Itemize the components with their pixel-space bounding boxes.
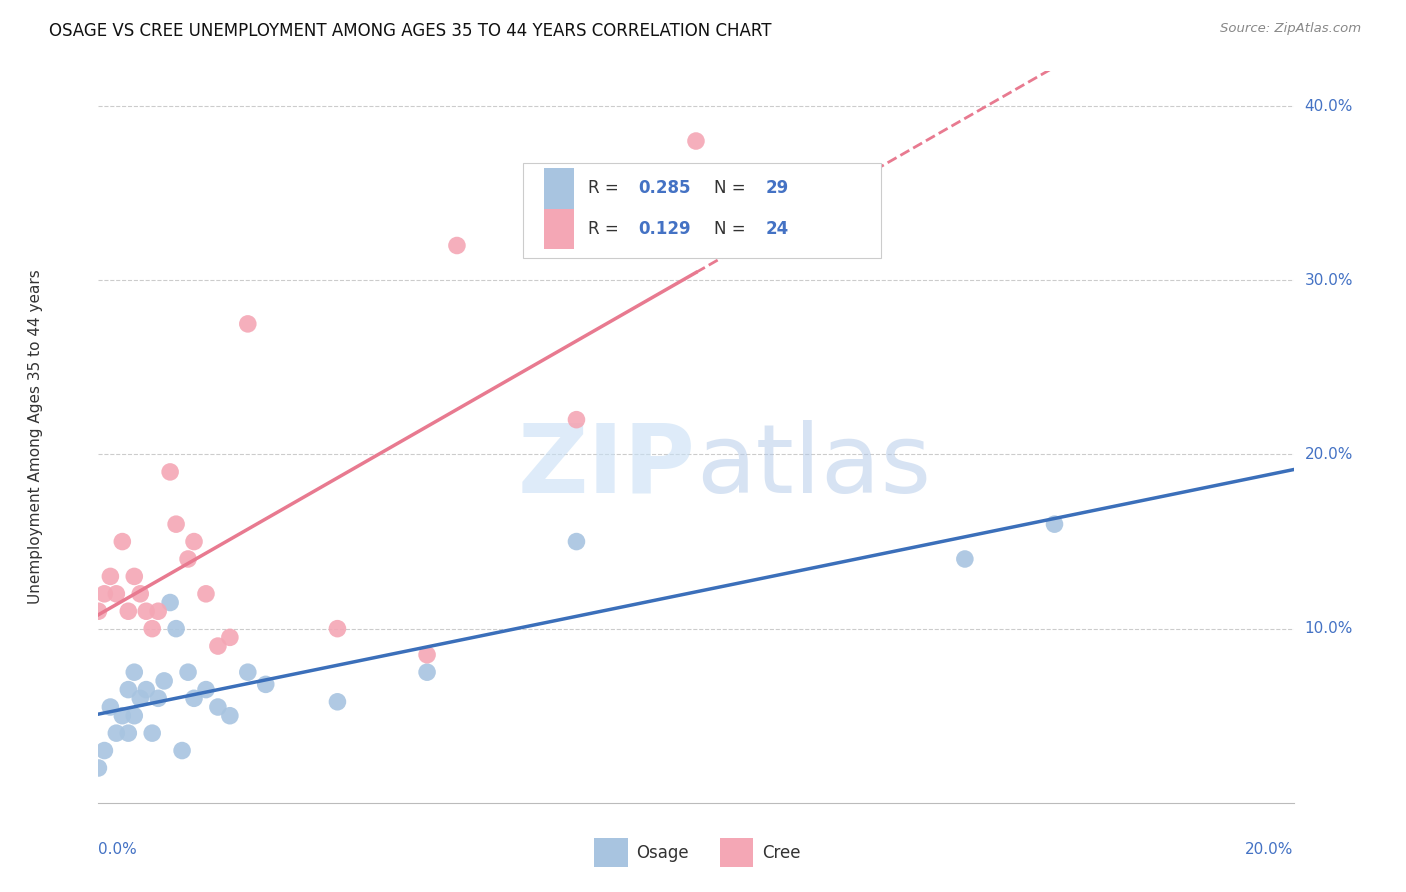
Point — [1043, 517, 1066, 532]
Point — [159, 595, 181, 609]
Point — [135, 604, 157, 618]
Point — [87, 761, 110, 775]
Point — [148, 691, 170, 706]
Point — [165, 622, 187, 636]
Point — [183, 534, 205, 549]
Text: OSAGE VS CREE UNEMPLOYMENT AMONG AGES 35 TO 44 YEARS CORRELATION CHART: OSAGE VS CREE UNEMPLOYMENT AMONG AGES 35… — [49, 22, 772, 40]
Text: ZIP: ZIP — [517, 420, 696, 513]
Text: R =: R = — [589, 179, 624, 197]
Text: 24: 24 — [765, 219, 789, 237]
Point — [129, 691, 152, 706]
Text: atlas: atlas — [696, 420, 931, 513]
Point — [117, 682, 139, 697]
Text: N =: N = — [714, 219, 751, 237]
Point — [148, 604, 170, 618]
Point — [685, 134, 707, 148]
Point — [165, 517, 187, 532]
Text: Cree: Cree — [762, 844, 800, 862]
Point — [416, 648, 439, 662]
Point — [446, 238, 468, 252]
Text: Unemployment Among Ages 35 to 44 years: Unemployment Among Ages 35 to 44 years — [28, 269, 44, 605]
Bar — [544, 169, 574, 209]
Point — [141, 622, 163, 636]
Point — [326, 622, 349, 636]
Text: 0.0%: 0.0% — [98, 842, 138, 856]
Text: 29: 29 — [765, 179, 789, 197]
Point — [105, 726, 128, 740]
Point — [219, 708, 242, 723]
Point — [953, 552, 976, 566]
Point — [219, 631, 242, 645]
Text: 30.0%: 30.0% — [1305, 273, 1353, 288]
Point — [124, 665, 146, 680]
Point — [254, 677, 277, 691]
Point — [159, 465, 181, 479]
Point — [207, 639, 229, 653]
Point — [177, 665, 200, 680]
Point — [565, 534, 588, 549]
Bar — [720, 838, 754, 867]
Point — [135, 682, 157, 697]
Point — [236, 317, 259, 331]
Point — [117, 604, 139, 618]
Text: 0.285: 0.285 — [638, 179, 692, 197]
Point — [124, 708, 146, 723]
Point — [141, 726, 163, 740]
Text: 40.0%: 40.0% — [1305, 99, 1353, 113]
Point — [98, 569, 122, 583]
Point — [172, 743, 194, 757]
Point — [153, 673, 176, 688]
Point — [207, 700, 229, 714]
Text: R =: R = — [589, 219, 624, 237]
Text: Source: ZipAtlas.com: Source: ZipAtlas.com — [1220, 22, 1361, 36]
Text: 20.0%: 20.0% — [1246, 842, 1294, 856]
Bar — [544, 209, 574, 249]
Point — [326, 695, 349, 709]
Point — [236, 665, 259, 680]
Point — [129, 587, 152, 601]
Text: 20.0%: 20.0% — [1305, 447, 1353, 462]
Point — [183, 691, 205, 706]
Point — [111, 534, 134, 549]
Point — [98, 700, 122, 714]
Point — [105, 587, 128, 601]
Text: Osage: Osage — [636, 844, 689, 862]
Bar — [595, 838, 628, 867]
Text: 0.129: 0.129 — [638, 219, 692, 237]
Point — [195, 587, 218, 601]
Point — [93, 587, 115, 601]
Point — [195, 682, 218, 697]
Text: 10.0%: 10.0% — [1305, 621, 1353, 636]
Text: N =: N = — [714, 179, 751, 197]
Point — [416, 665, 439, 680]
Point — [565, 412, 588, 426]
Point — [117, 726, 139, 740]
Point — [111, 708, 134, 723]
Point — [124, 569, 146, 583]
Point — [93, 743, 115, 757]
Point — [87, 604, 110, 618]
Bar — [523, 162, 882, 258]
Point — [177, 552, 200, 566]
